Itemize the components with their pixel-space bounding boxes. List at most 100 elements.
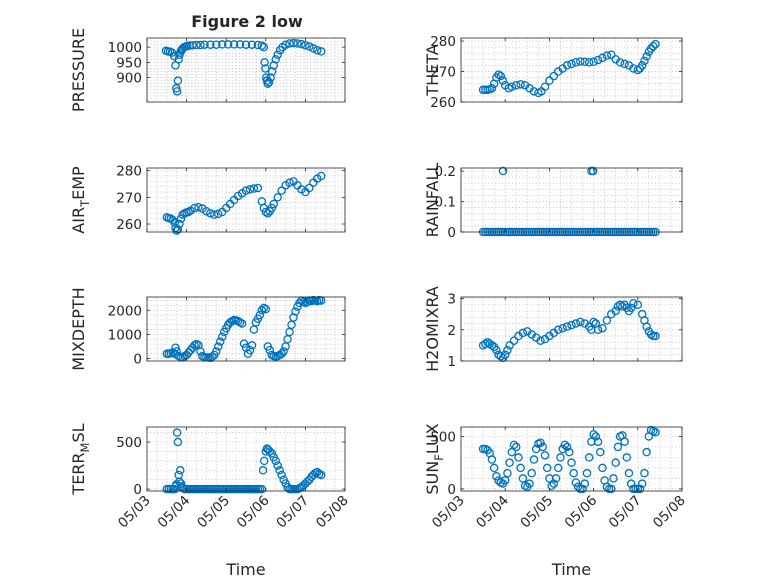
data-point [609, 474, 618, 483]
data-point [313, 45, 322, 55]
data-point [492, 345, 501, 355]
data-point [507, 82, 517, 92]
data-point [580, 479, 590, 488]
data-point [584, 58, 594, 67]
y-tick-label: 0 [447, 225, 456, 241]
data-point [549, 71, 559, 81]
y-axis-label: RAINFALL [423, 163, 442, 238]
data-point [595, 447, 605, 457]
data-point [229, 40, 239, 49]
data-point [217, 40, 227, 49]
data-point [536, 438, 545, 447]
data-point [249, 184, 259, 193]
data-point [285, 178, 294, 187]
data-point [217, 332, 227, 342]
data-point [509, 336, 519, 345]
data-point [505, 458, 514, 467]
data-point [267, 350, 276, 360]
data-point [255, 310, 265, 320]
data-point [223, 40, 233, 49]
y-tick-label: 280 [430, 34, 456, 50]
data-point [642, 52, 651, 61]
data-point [257, 41, 267, 50]
data-point [622, 453, 632, 462]
data-point [545, 76, 554, 85]
data-point [576, 317, 585, 327]
y-axis-label-main: TERR [69, 452, 88, 495]
y-tick-label: 1 [447, 354, 456, 370]
data-point [593, 325, 603, 335]
data-point [293, 39, 302, 48]
data-point [206, 40, 215, 49]
y-tick-label: 500 [116, 435, 142, 451]
data-point [188, 41, 197, 50]
data-point [651, 331, 660, 341]
data-point [551, 474, 561, 483]
data-point [168, 348, 177, 357]
data-point [571, 478, 581, 487]
data-point [265, 345, 275, 355]
data-point [297, 39, 306, 49]
data-point [562, 61, 572, 70]
data-point [206, 209, 215, 218]
data-point [640, 468, 649, 478]
data-point [620, 59, 629, 69]
data-point [602, 51, 612, 60]
data-point [247, 341, 257, 350]
data-point [598, 323, 607, 333]
y-tick-label: 1000 [108, 327, 142, 343]
data-point [273, 461, 282, 470]
data-point [602, 482, 612, 492]
data-point [487, 455, 497, 464]
data-point [253, 183, 263, 193]
data-point [309, 44, 318, 53]
data-point [498, 76, 508, 85]
data-point [271, 456, 280, 466]
data-point [303, 297, 312, 307]
axes-box [146, 37, 346, 103]
data-point [573, 482, 583, 492]
data-point [602, 316, 612, 325]
data-point [200, 40, 209, 49]
data-point [173, 76, 183, 85]
y-axis-label-main: THETA [423, 44, 442, 96]
data-point [198, 351, 207, 361]
data-point [305, 42, 314, 51]
y-tick-label: 0 [133, 482, 142, 498]
data-point [593, 55, 603, 65]
data-point [172, 87, 182, 96]
data-point [507, 447, 517, 457]
data-point [262, 444, 272, 453]
data-point [560, 440, 570, 450]
data-point [269, 199, 278, 209]
data-point [633, 65, 643, 75]
data-point [487, 341, 497, 350]
y-tick-label: 2 [447, 323, 456, 339]
data-point [611, 306, 620, 316]
axes-box [146, 167, 346, 233]
data-point [540, 451, 550, 460]
data-point [633, 300, 643, 310]
axes-box [460, 426, 683, 492]
data-point [589, 430, 598, 439]
data-point [547, 481, 556, 491]
data-point [593, 437, 603, 446]
data-point [562, 322, 572, 331]
data-point [611, 458, 620, 467]
data-point [235, 318, 245, 327]
data-point [509, 440, 519, 450]
data-point [529, 455, 539, 464]
data-point [626, 303, 636, 313]
data-point [512, 442, 521, 452]
subplot-mixdepth: 0 1000 2000 MIXDEPTH [69, 287, 346, 371]
data-point [553, 325, 563, 335]
data-point [589, 57, 598, 67]
y-axis-label: THETA [423, 44, 442, 96]
y-tick-label: 260 [116, 217, 142, 233]
axes-box [146, 426, 346, 492]
data-point [273, 50, 282, 60]
data-point [277, 470, 286, 480]
data-point [576, 57, 585, 66]
data-point [216, 337, 225, 346]
